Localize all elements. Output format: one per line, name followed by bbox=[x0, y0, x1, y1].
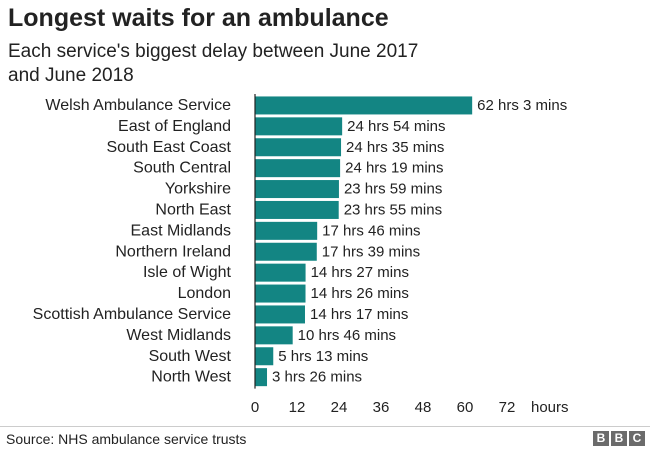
value-label: 17 hrs 39 mins bbox=[322, 243, 420, 260]
bar bbox=[255, 180, 339, 199]
bar bbox=[255, 159, 341, 178]
source-note: Source: NHS ambulance service trusts bbox=[6, 431, 247, 447]
category-label: North West bbox=[151, 369, 231, 386]
x-tick-label: 36 bbox=[373, 399, 390, 416]
value-label: 24 hrs 54 mins bbox=[347, 118, 445, 135]
category-label: West Midlands bbox=[126, 327, 231, 344]
value-label: 14 hrs 26 mins bbox=[311, 285, 409, 302]
value-label: 3 hrs 26 mins bbox=[272, 369, 362, 386]
category-label: East of England bbox=[118, 118, 231, 135]
bar bbox=[255, 263, 306, 282]
category-label: London bbox=[178, 285, 231, 302]
bar bbox=[255, 368, 268, 387]
category-label: Welsh Ambulance Service bbox=[45, 97, 231, 114]
value-label: 62 hrs 3 mins bbox=[477, 97, 567, 114]
category-label: Northern Ireland bbox=[115, 243, 231, 260]
bbc-logo: B B C bbox=[593, 431, 645, 446]
value-label: 24 hrs 19 mins bbox=[345, 160, 443, 177]
category-label: North East bbox=[155, 201, 231, 218]
bar bbox=[255, 117, 343, 136]
chart-subtitle: Each service's biggest delay between Jun… bbox=[8, 41, 419, 86]
bbc-logo-letter: B bbox=[593, 431, 609, 446]
bar-chart: Welsh Ambulance Service 62 hrs 3 mins East… bbox=[33, 94, 569, 416]
value-label: 14 hrs 17 mins bbox=[310, 306, 408, 323]
x-tick-label: 12 bbox=[289, 399, 306, 416]
bar bbox=[255, 305, 305, 324]
footer-divider bbox=[0, 426, 650, 427]
x-tick-label: 48 bbox=[415, 399, 432, 416]
bar bbox=[255, 242, 317, 261]
category-label: South West bbox=[149, 348, 232, 365]
bar bbox=[255, 200, 339, 219]
bbc-logo-letter: C bbox=[629, 431, 645, 446]
category-label: South Central bbox=[133, 160, 231, 177]
chart-title: Longest waits for an ambulance bbox=[8, 4, 389, 32]
bar bbox=[255, 221, 318, 240]
value-label: 24 hrs 35 mins bbox=[346, 139, 444, 156]
category-label: Yorkshire bbox=[165, 181, 231, 198]
value-label: 17 hrs 46 mins bbox=[322, 222, 420, 239]
bar bbox=[255, 96, 473, 115]
bbc-logo-letter: B bbox=[611, 431, 627, 446]
value-label: 10 hrs 46 mins bbox=[298, 327, 396, 344]
bar bbox=[255, 326, 293, 345]
bar bbox=[255, 138, 342, 157]
category-label: Scottish Ambulance Service bbox=[33, 306, 231, 323]
category-label: South East Coast bbox=[106, 139, 231, 156]
x-axis-label: hours bbox=[531, 399, 569, 416]
category-label: East Midlands bbox=[131, 222, 232, 239]
x-tick-label: 72 bbox=[499, 399, 516, 416]
value-label: 23 hrs 59 mins bbox=[344, 181, 442, 198]
value-label: 14 hrs 27 mins bbox=[311, 264, 409, 281]
x-tick-label: 0 bbox=[251, 399, 259, 416]
x-tick-label: 24 bbox=[331, 399, 348, 416]
x-tick-label: 60 bbox=[457, 399, 474, 416]
value-label: 5 hrs 13 mins bbox=[278, 348, 368, 365]
value-label: 23 hrs 55 mins bbox=[344, 201, 442, 218]
category-label: Isle of Wight bbox=[143, 264, 232, 281]
bar bbox=[255, 347, 274, 366]
bar bbox=[255, 284, 306, 303]
